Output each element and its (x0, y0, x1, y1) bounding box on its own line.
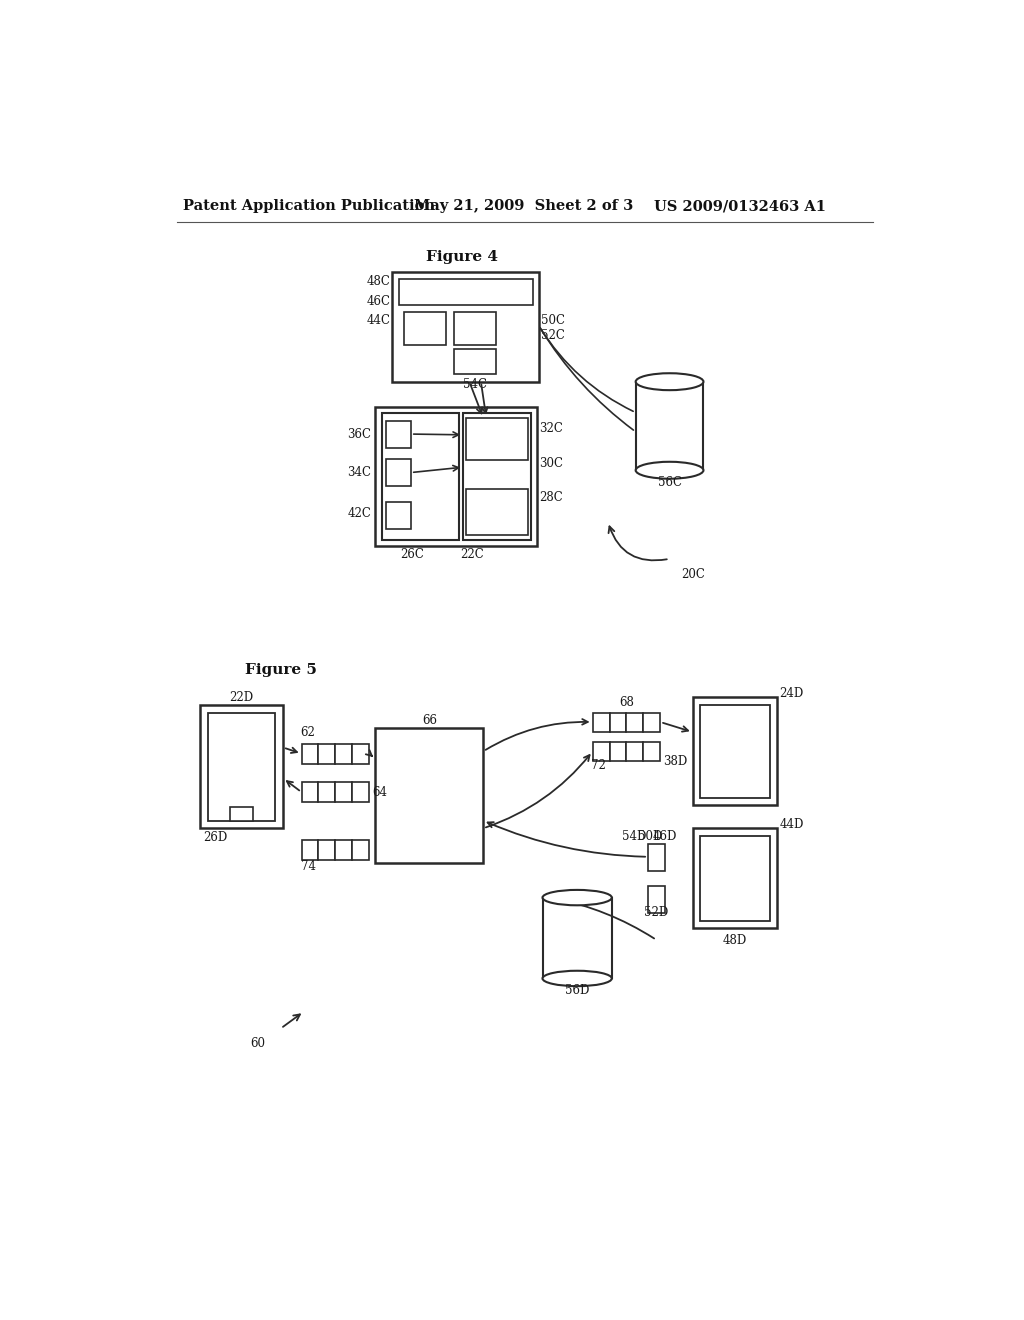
Text: 48C: 48C (367, 275, 391, 288)
Text: 68: 68 (618, 696, 634, 709)
Text: 56D: 56D (565, 985, 590, 998)
Bar (543, 898, 611, 978)
Text: Figure 5: Figure 5 (245, 664, 316, 677)
Bar (609, 742, 627, 762)
Bar (318, 743, 336, 763)
Ellipse shape (636, 462, 703, 479)
Text: 26C: 26C (400, 548, 424, 561)
Bar (692, 829, 777, 928)
Text: Figure 4: Figure 4 (426, 249, 498, 264)
Bar (700, 705, 770, 797)
Bar (386, 459, 411, 487)
FancyArrowPatch shape (283, 1014, 300, 1027)
Text: US 2009/0132463 A1: US 2009/0132463 A1 (654, 199, 826, 213)
Bar (643, 742, 660, 762)
Text: 42C: 42C (348, 507, 372, 520)
Bar (382, 413, 459, 540)
Text: 52C: 52C (541, 329, 565, 342)
Bar (352, 840, 370, 859)
Bar (636, 381, 703, 470)
Bar (336, 840, 352, 859)
Bar (627, 742, 643, 762)
Bar (593, 713, 609, 733)
Text: 50C: 50C (541, 314, 565, 326)
Text: 72: 72 (591, 759, 606, 772)
Bar (700, 836, 770, 921)
Ellipse shape (543, 970, 611, 986)
Text: 48D: 48D (723, 935, 748, 948)
Bar (376, 729, 483, 863)
Bar (466, 418, 528, 461)
Bar (301, 840, 318, 859)
Text: Patent Application Publication: Patent Application Publication (183, 199, 435, 213)
Bar (627, 713, 643, 733)
Text: 66: 66 (422, 714, 437, 727)
Bar (593, 742, 609, 762)
Text: 56C: 56C (657, 477, 682, 490)
Bar (398, 279, 532, 305)
Bar (643, 713, 660, 733)
Bar (386, 502, 411, 529)
Bar (466, 488, 528, 535)
Bar (454, 348, 497, 374)
Text: 74: 74 (301, 859, 316, 873)
Bar (392, 272, 539, 381)
Text: 30C: 30C (540, 457, 563, 470)
Bar (386, 421, 411, 447)
Bar (301, 743, 318, 763)
Text: 54D: 54D (622, 829, 646, 842)
Bar (208, 713, 275, 821)
Bar (336, 781, 352, 803)
Text: 60: 60 (250, 1038, 265, 1051)
Text: 44C: 44C (367, 314, 391, 327)
Text: 44D: 44D (779, 818, 804, 832)
Text: 22D: 22D (229, 690, 254, 704)
Text: 38D: 38D (664, 755, 688, 768)
Bar (609, 713, 627, 733)
Bar (352, 781, 370, 803)
Text: 50D: 50D (638, 829, 663, 842)
Bar (318, 781, 336, 803)
Text: May 21, 2009  Sheet 2 of 3: May 21, 2009 Sheet 2 of 3 (414, 199, 633, 213)
Bar (301, 781, 318, 803)
Text: 34C: 34C (347, 466, 372, 479)
Bar (230, 807, 253, 821)
Text: 62: 62 (300, 726, 314, 739)
Bar (336, 743, 352, 763)
Bar (648, 843, 665, 871)
Bar (318, 840, 336, 859)
Ellipse shape (543, 890, 611, 906)
Text: 24D: 24D (779, 686, 804, 700)
Text: 32C: 32C (540, 422, 563, 436)
Text: 46D: 46D (652, 829, 677, 842)
Text: 28C: 28C (540, 491, 563, 504)
Bar (454, 313, 497, 345)
Text: 20C: 20C (681, 568, 705, 581)
Text: 26D: 26D (203, 832, 227, 843)
Text: 22C: 22C (460, 548, 483, 561)
Bar (403, 313, 446, 345)
Bar (200, 705, 283, 829)
Text: 46C: 46C (367, 296, 391, 308)
FancyArrowPatch shape (608, 527, 667, 561)
Bar (352, 743, 370, 763)
Text: 52D: 52D (644, 907, 669, 920)
Text: 64: 64 (373, 785, 387, 799)
Ellipse shape (636, 374, 703, 391)
Text: 36C: 36C (347, 428, 372, 441)
Bar (692, 697, 777, 805)
Bar (463, 413, 531, 540)
Bar (648, 886, 665, 913)
Text: 54C: 54C (463, 379, 487, 391)
Bar (376, 407, 538, 545)
